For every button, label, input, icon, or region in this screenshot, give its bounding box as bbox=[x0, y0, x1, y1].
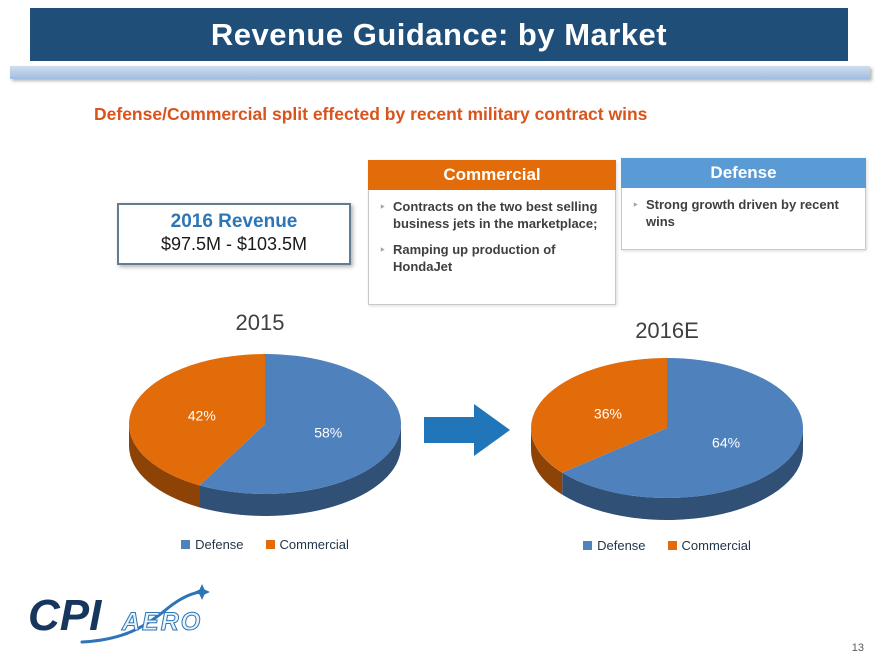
logo-swoosh bbox=[80, 590, 202, 644]
revenue-title: 2016 Revenue bbox=[170, 211, 298, 232]
legend-label: Commercial bbox=[681, 538, 751, 553]
defense-body: ‣ Strong growth driven by recent wins bbox=[621, 188, 866, 250]
commercial-body: ‣ Contracts on the two best selling busi… bbox=[368, 190, 616, 305]
legend-item-defense: Defense bbox=[181, 537, 244, 552]
logo-cpi-text: CPI bbox=[28, 591, 102, 640]
commercial-swatch-icon bbox=[265, 540, 275, 549]
page-number: 13 bbox=[851, 642, 864, 654]
cpi-aero-logo: CPI AERO bbox=[28, 584, 210, 644]
revenue-callout: 2016 Revenue $97.5M - $103.5M bbox=[117, 203, 351, 265]
defense-swatch-icon bbox=[583, 541, 593, 550]
right-arrow-shape bbox=[424, 404, 510, 456]
legend-label: Commercial bbox=[279, 537, 349, 552]
legend-item-commercial: Commercial bbox=[667, 538, 751, 553]
defense-swatch-icon bbox=[181, 540, 191, 549]
right-arrow-icon bbox=[424, 404, 510, 456]
svg-text:58%: 58% bbox=[314, 424, 342, 440]
pie-chart-2016e: 64% 36% bbox=[531, 358, 803, 520]
slide-title: Revenue Guidance: by Market bbox=[210, 17, 668, 52]
commercial-callout: Commercial ‣ Contracts on the two best s… bbox=[368, 160, 616, 305]
title-banner-strip bbox=[10, 66, 870, 79]
slide-subtitle: Defense/Commercial split effected by rec… bbox=[94, 104, 648, 124]
defense-callout: Defense ‣ Strong growth driven by recent… bbox=[621, 158, 866, 250]
pie-title-2015: 2015 bbox=[235, 310, 285, 335]
legend-label: Defense bbox=[195, 537, 244, 552]
svg-text:64%: 64% bbox=[712, 434, 740, 450]
legend-label: Defense bbox=[597, 538, 646, 553]
commercial-header: Commercial bbox=[368, 160, 616, 190]
list-item: ‣ Ramping up production of HondaJet bbox=[377, 242, 607, 276]
revenue-value: $97.5M - $103.5M bbox=[160, 234, 308, 254]
svg-text:36%: 36% bbox=[594, 406, 622, 422]
bullet-icon: ‣ bbox=[379, 200, 387, 214]
list-item: ‣ Contracts on the two best selling busi… bbox=[377, 199, 607, 233]
legend-item-commercial: Commercial bbox=[265, 537, 349, 552]
legend-item-defense: Defense bbox=[583, 538, 646, 553]
list-item: ‣ Strong growth driven by recent wins bbox=[630, 197, 857, 231]
logo-star-icon bbox=[194, 584, 210, 600]
logo-aero-text: AERO bbox=[121, 608, 202, 636]
bullet-text: Strong growth driven by recent wins bbox=[646, 197, 839, 229]
defense-header: Defense bbox=[621, 158, 866, 188]
svg-text:42%: 42% bbox=[188, 408, 216, 424]
legend-2016e: Defense Commercial bbox=[517, 538, 817, 553]
bullet-text: Contracts on the two best selling busine… bbox=[393, 199, 598, 231]
legend-2015: Defense Commercial bbox=[115, 537, 415, 552]
bullet-icon: ‣ bbox=[379, 242, 387, 257]
bullet-text: Ramping up production of HondaJet bbox=[393, 241, 556, 274]
bullet-icon: ‣ bbox=[632, 198, 640, 212]
pie-title-2016e: 2016E bbox=[635, 318, 699, 343]
pie-chart-2015: 58% 42% bbox=[129, 354, 402, 516]
commercial-swatch-icon bbox=[667, 541, 677, 550]
title-banner: Revenue Guidance: by Market bbox=[30, 8, 848, 61]
